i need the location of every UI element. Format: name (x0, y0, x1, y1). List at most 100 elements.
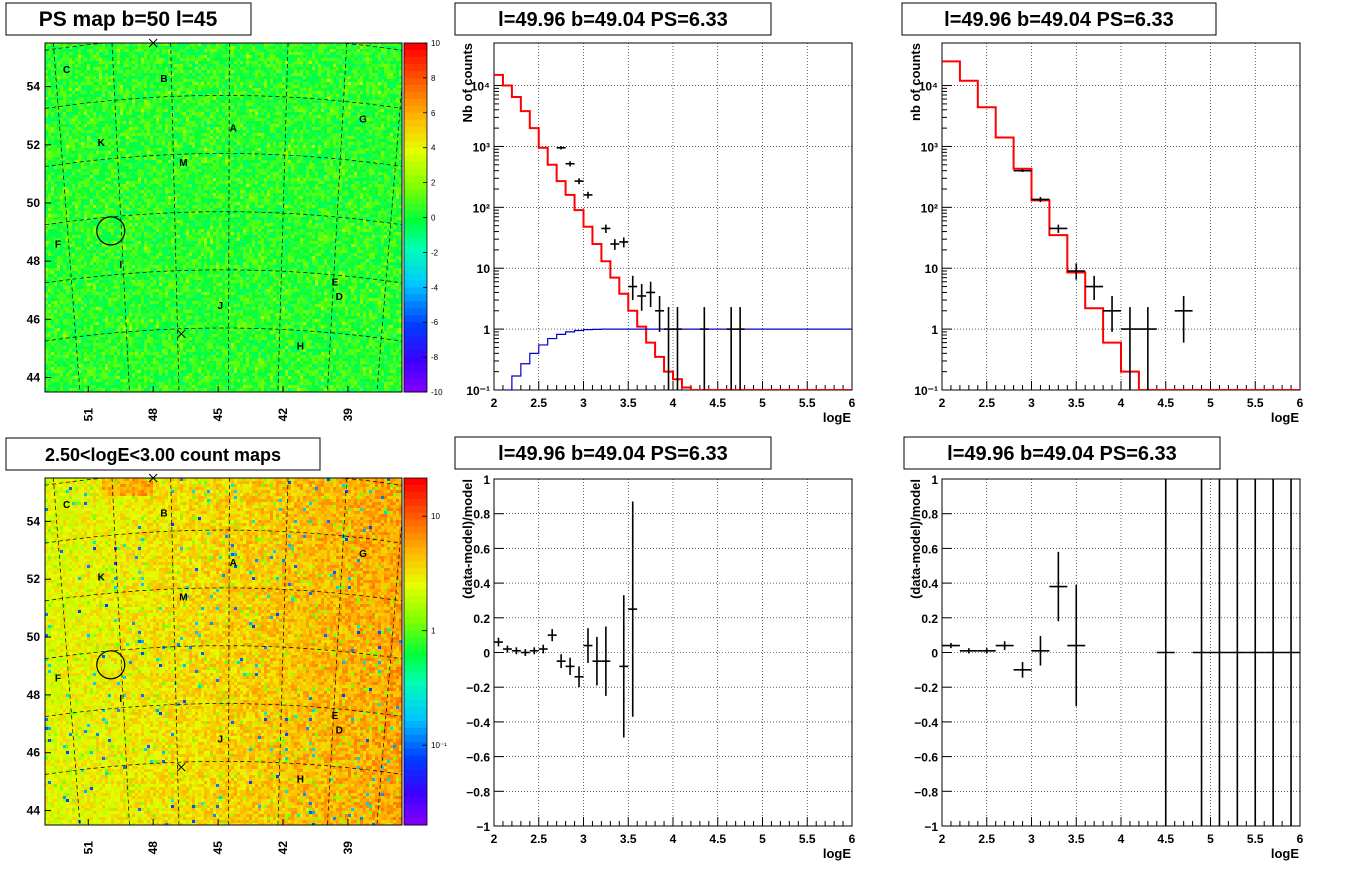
map-pixel (342, 109, 345, 112)
map-pixel (183, 67, 186, 70)
map-pixel (321, 148, 324, 151)
map-pixel (246, 91, 249, 94)
map-pixel (216, 118, 219, 121)
map-pixel (63, 151, 66, 154)
map-pixel (201, 118, 204, 121)
map-pixel (183, 124, 186, 127)
map-pixel (117, 67, 120, 70)
map-pixel (216, 154, 219, 157)
map-pixel (177, 166, 180, 169)
map-pixel (264, 166, 267, 169)
map-pixel (168, 109, 171, 112)
map-pixel (291, 58, 294, 61)
map-pixel (375, 73, 378, 76)
map-pixel (249, 121, 252, 124)
map-pixel (282, 136, 285, 139)
map-pixel (351, 103, 354, 106)
map-pixel (255, 124, 258, 127)
map-pixel (162, 109, 165, 112)
map-pixel (378, 151, 381, 154)
map-pixel (84, 43, 87, 46)
map-pixel (210, 64, 213, 67)
map-pixel (165, 154, 168, 157)
map-pixel (264, 154, 267, 157)
map-pixel (231, 109, 234, 112)
map-pixel (72, 58, 75, 61)
map-pixel (243, 148, 246, 151)
map-pixel (186, 148, 189, 151)
map-pixel (99, 109, 102, 112)
map-pixel (189, 94, 192, 97)
map-pixel (210, 154, 213, 157)
map-pixel (267, 67, 270, 70)
map-pixel (258, 94, 261, 97)
map-pixel (279, 127, 282, 130)
map-pixel (186, 103, 189, 106)
map-pixel (162, 127, 165, 130)
map-pixel (318, 73, 321, 76)
map-pixel (126, 100, 129, 103)
map-pixel (285, 136, 288, 139)
map-pixel (195, 97, 198, 100)
map-pixel (267, 79, 270, 82)
map-pixel (282, 67, 285, 70)
map-pixel (129, 136, 132, 139)
map-pixel (69, 67, 72, 70)
map-pixel (135, 85, 138, 88)
map-pixel (156, 88, 159, 91)
map-pixel (114, 130, 117, 133)
map-pixel (138, 46, 141, 49)
map-pixel (378, 112, 381, 115)
map-pixel (213, 112, 216, 115)
map-pixel (390, 46, 393, 49)
map-pixel (396, 118, 399, 121)
map-pixel (213, 166, 216, 169)
map-pixel (123, 136, 126, 139)
map-pixel (369, 73, 372, 76)
map-pixel (345, 76, 348, 79)
map-pixel (219, 43, 222, 46)
map-pixel (261, 145, 264, 148)
map-pixel (351, 79, 354, 82)
map-pixel (45, 91, 48, 94)
map-pixel (255, 79, 258, 82)
map-pixel (228, 103, 231, 106)
map-pixel (180, 139, 183, 142)
map-pixel (201, 112, 204, 115)
map-pixel (351, 76, 354, 79)
map-pixel (357, 43, 360, 46)
map-pixel (129, 139, 132, 142)
map-pixel (48, 139, 51, 142)
map-pixel (90, 67, 93, 70)
map-pixel (306, 115, 309, 118)
map-pixel (375, 163, 378, 166)
map-pixel (90, 97, 93, 100)
map-pixel (330, 109, 333, 112)
map-pixel (315, 64, 318, 67)
map-pixel (336, 73, 339, 76)
map-pixel (279, 85, 282, 88)
map-pixel (390, 82, 393, 85)
map-pixel (381, 100, 384, 103)
map-pixel (63, 121, 66, 124)
map-pixel (282, 124, 285, 127)
map-pixel (336, 67, 339, 70)
map-pixel (192, 79, 195, 82)
map-pixel (51, 142, 54, 145)
map-pixel (351, 82, 354, 85)
map-pixel (126, 136, 129, 139)
map-pixel (111, 151, 114, 154)
map-pixel (96, 79, 99, 82)
map-pixel (366, 94, 369, 97)
map-pixel (75, 76, 78, 79)
map-pixel (318, 151, 321, 154)
map-pixel (363, 70, 366, 73)
map-pixel (249, 73, 252, 76)
map-pixel (186, 136, 189, 139)
map-pixel (120, 127, 123, 130)
map-pixel (216, 46, 219, 49)
map-pixel (84, 106, 87, 109)
map-pixel (372, 49, 375, 52)
map-pixel (360, 46, 363, 49)
map-pixel (69, 124, 72, 127)
